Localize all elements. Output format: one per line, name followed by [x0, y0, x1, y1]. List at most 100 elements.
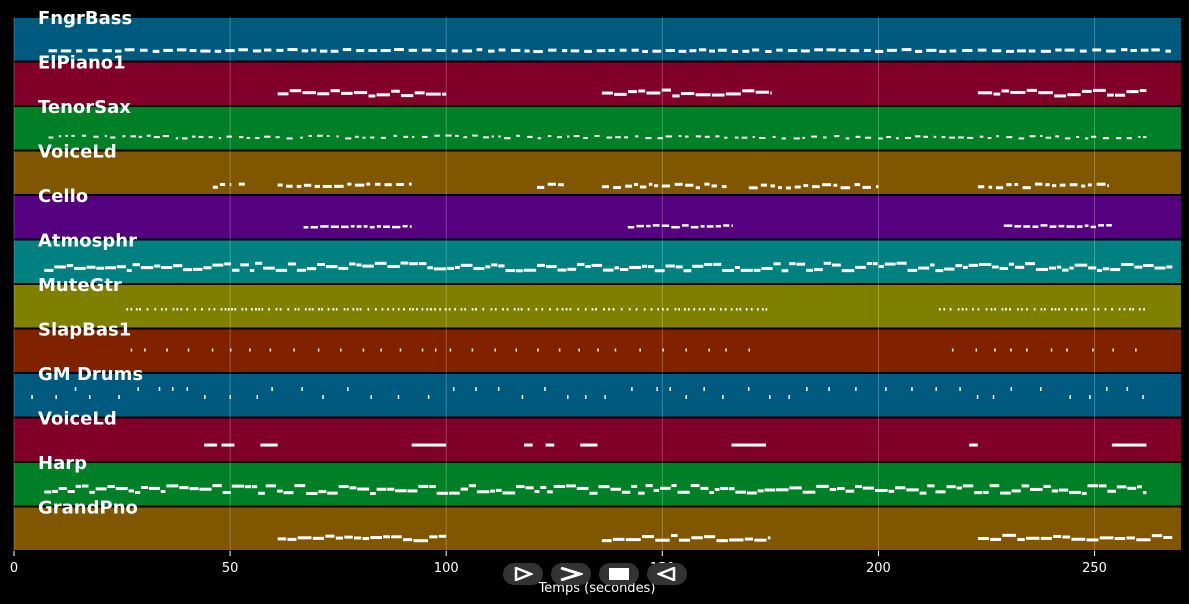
- note-mark: [374, 182, 381, 186]
- note-mark: [661, 88, 671, 92]
- note-mark: [1085, 308, 1088, 311]
- note-mark: [993, 92, 1001, 96]
- note-mark: [972, 308, 974, 311]
- note-mark: [491, 263, 498, 267]
- note-mark: [725, 348, 727, 352]
- note-mark: [584, 308, 587, 311]
- note-mark: [124, 48, 135, 52]
- note-mark: [806, 387, 808, 392]
- note-mark: [264, 135, 271, 138]
- note-mark: [1140, 48, 1149, 52]
- note-mark: [115, 487, 128, 491]
- note-mark: [855, 387, 857, 392]
- note-mark: [132, 263, 140, 267]
- note-mark: [787, 49, 798, 53]
- note-mark: [1062, 535, 1071, 539]
- note-mark: [615, 136, 621, 139]
- note-mark: [874, 49, 884, 53]
- note-mark: [956, 486, 962, 490]
- track-notes: [48, 134, 1147, 140]
- note-mark: [322, 184, 332, 188]
- note-mark: [681, 224, 689, 227]
- rewind-button[interactable]: [647, 563, 687, 585]
- note-mark: [1062, 268, 1069, 272]
- note-mark: [375, 308, 377, 311]
- note-mark: [670, 534, 678, 538]
- note-mark: [541, 308, 544, 311]
- stop-button[interactable]: [599, 563, 639, 585]
- note-mark: [251, 485, 258, 489]
- note-mark: [380, 348, 382, 352]
- note-mark: [166, 484, 179, 488]
- note-mark: [829, 487, 837, 491]
- note-mark: [264, 48, 272, 52]
- note-mark: [1045, 183, 1050, 187]
- note-mark: [524, 49, 530, 53]
- note-mark: [975, 348, 978, 352]
- note-mark: [219, 182, 226, 186]
- play-icon: [514, 567, 533, 581]
- x-tick-label: 100: [434, 561, 459, 576]
- note-mark: [1045, 136, 1052, 139]
- note-mark: [381, 308, 384, 311]
- note-mark: [134, 491, 141, 495]
- note-mark: [368, 94, 376, 98]
- note-mark: [770, 91, 772, 95]
- note-mark: [662, 348, 664, 352]
- note-mark: [725, 92, 741, 96]
- note-mark: [1026, 308, 1028, 311]
- note-mark: [1069, 395, 1071, 400]
- note-mark: [475, 387, 477, 392]
- note-mark: [370, 536, 382, 540]
- note-mark: [275, 308, 278, 311]
- note-mark: [490, 308, 493, 311]
- note-mark: [1023, 225, 1031, 228]
- note-mark: [919, 491, 927, 495]
- forward-button[interactable]: [551, 563, 591, 585]
- note-mark: [840, 186, 851, 190]
- note-mark: [854, 183, 861, 187]
- track-label: FngrBass: [38, 8, 132, 29]
- note-mark: [1059, 488, 1069, 492]
- note-mark: [1066, 225, 1075, 228]
- note-mark: [862, 486, 875, 490]
- note-mark: [711, 93, 725, 97]
- note-mark: [965, 308, 968, 311]
- note-mark: [1069, 183, 1078, 187]
- note-mark: [731, 443, 767, 447]
- note-mark: [376, 93, 390, 97]
- note-mark: [806, 268, 814, 272]
- note-mark: [678, 135, 682, 138]
- note-mark: [625, 184, 633, 188]
- note-mark: [988, 185, 993, 189]
- note-mark: [153, 136, 160, 139]
- note-mark: [277, 537, 287, 541]
- note-mark: [648, 182, 653, 186]
- note-mark: [631, 387, 633, 392]
- note-mark: [345, 137, 352, 140]
- note-mark: [591, 263, 603, 267]
- track-notes: [277, 533, 1173, 543]
- note-mark: [684, 308, 686, 311]
- note-mark: [1121, 262, 1134, 266]
- note-mark: [408, 48, 418, 52]
- note-mark: [657, 308, 660, 311]
- note-mark: [698, 48, 707, 52]
- note-mark: [776, 488, 789, 492]
- note-mark: [999, 267, 1008, 271]
- note-mark: [199, 487, 212, 491]
- note-mark: [778, 186, 782, 190]
- note-mark: [537, 348, 539, 352]
- note-mark: [346, 308, 349, 311]
- play-button[interactable]: [503, 563, 543, 585]
- note-mark: [44, 268, 54, 272]
- note-mark: [354, 135, 359, 138]
- note-mark: [730, 308, 733, 311]
- x-tick-label: 50: [222, 561, 239, 576]
- note-mark: [1081, 308, 1084, 311]
- note-mark: [1076, 308, 1078, 311]
- note-mark: [781, 269, 789, 273]
- note-mark: [584, 395, 587, 400]
- note-mark: [752, 48, 760, 52]
- note-mark: [87, 48, 98, 52]
